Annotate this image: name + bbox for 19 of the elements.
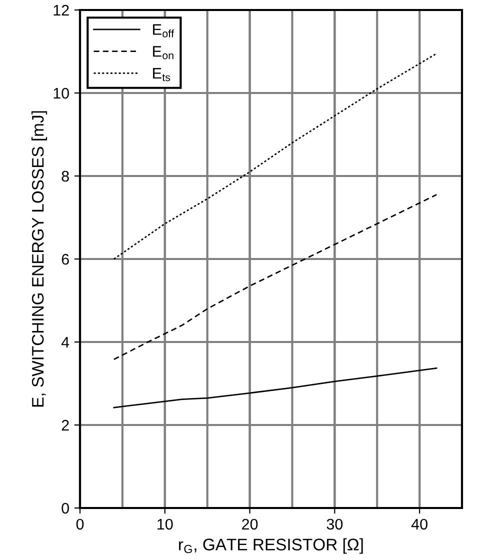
legend-label: E$_{ts}$ [153, 68, 170, 82]
y-tick-label: 8 [62, 170, 69, 182]
x-axis-title: r$_{G}$, GATE RESISTOR [Ω] [179, 538, 363, 554]
x-tick-label: 10 [158, 518, 173, 530]
y-tick-label: 10 [54, 88, 69, 99]
x-tick-label: 30 [326, 518, 343, 530]
x-tick-label: 0 [76, 518, 84, 530]
y-tick-label: 6 [62, 254, 69, 265]
line-series [113, 194, 438, 360]
y-tick-label: 0 [62, 502, 69, 514]
legend-label: E$_{off}$ [153, 24, 174, 38]
line-series [113, 367, 438, 408]
y-tick-label: 2 [62, 420, 69, 431]
x-tick-label: 20 [242, 518, 258, 530]
y-tick-label: 12 [54, 4, 69, 16]
legend-label: E$_{on}$ [153, 46, 174, 60]
y-axis-title: E, SWITCHING ENERGY LOSSES [mJ] [32, 111, 48, 407]
y-tick-label: 4 [61, 337, 70, 348]
x-tick-label: 40 [411, 518, 428, 530]
